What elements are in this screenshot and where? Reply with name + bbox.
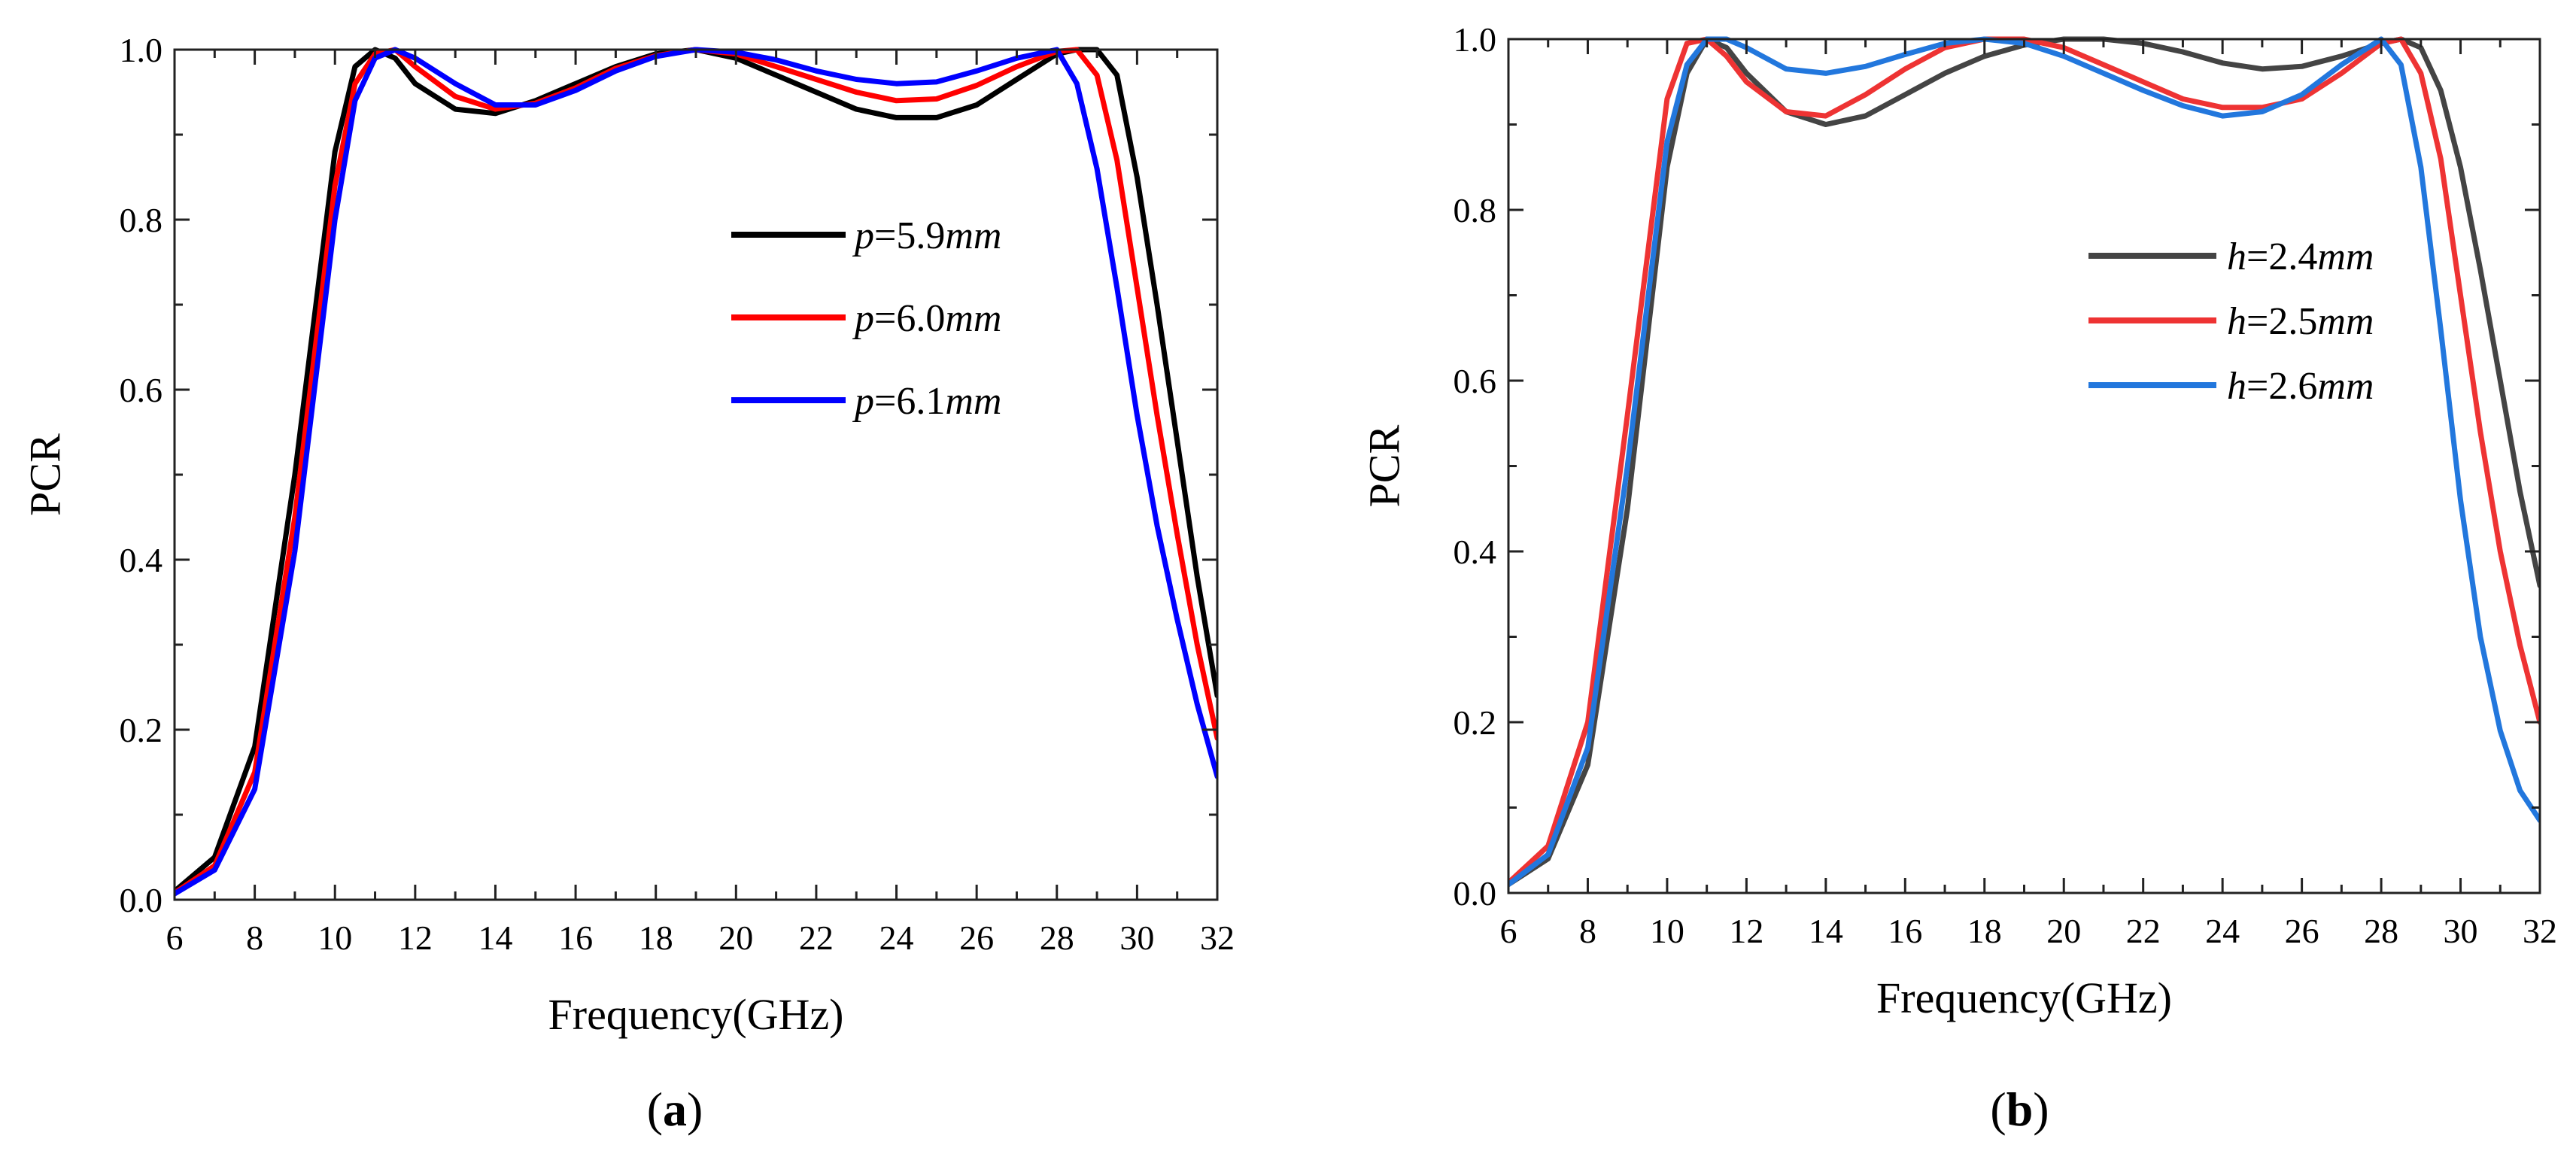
legend: p=5.9mm p=6.0mm p=6.1mm — [731, 214, 1001, 423]
x-tick-label: 32 — [1200, 919, 1235, 957]
y-tick-label: 1.0 — [120, 31, 163, 69]
y-tick-label: 0.8 — [1454, 191, 1497, 229]
y-tick-label: 0.6 — [1454, 362, 1497, 400]
y-tick-label: 0.4 — [120, 541, 163, 579]
series-line-h-26 — [1508, 36, 2540, 888]
y-tick-label: 0.0 — [1454, 874, 1497, 913]
legend-entry-label: h=2.5mm — [2227, 300, 2374, 343]
legend-entry-label: p=6.1mm — [852, 380, 1001, 423]
x-tick-label: 24 — [879, 919, 914, 957]
x-tick-label: 28 — [2364, 912, 2398, 950]
legend-entry-label: p=5.9mm — [852, 214, 1001, 257]
x-tick-label: 30 — [1119, 919, 1154, 957]
x-tick-label: 14 — [478, 919, 512, 957]
x-tick-label: 10 — [317, 919, 352, 957]
x-tick-label: 12 — [1729, 912, 1763, 950]
x-tick-label: 10 — [1650, 912, 1684, 950]
legend-entry-label: p=6.0mm — [852, 297, 1001, 340]
x-tick-label: 16 — [558, 919, 593, 957]
x-axis-label: Frequency(GHz) — [548, 990, 844, 1039]
x-tick-label: 24 — [2205, 912, 2240, 950]
y-tick-label: 0.2 — [120, 711, 163, 749]
chart-a: 6 8 10 12 14 16 18 20 22 24 26 28 30 32 0.0 0.2 0.4 0.6 0.… — [21, 31, 1235, 1136]
x-tick-label: 22 — [2126, 912, 2161, 950]
x-tick-label: 26 — [959, 919, 994, 957]
x-tick-label: 8 — [1579, 912, 1596, 950]
x-tick-label: 6 — [1500, 912, 1517, 950]
panel-label: (b) — [1990, 1083, 2049, 1136]
chart-b: 6 8 10 12 14 16 18 20 22 24 26 28 30 32 0.0 0.2 0.4 0.6 0.… — [1360, 20, 2558, 1136]
y-tick-label: 1.0 — [1454, 20, 1497, 59]
y-axis-label: PCR — [1360, 424, 1409, 507]
legend-entry-label: h=2.4mm — [2227, 235, 2374, 278]
panel-label: (a) — [647, 1083, 703, 1136]
x-tick-label: 6 — [166, 919, 184, 957]
x-tick-label: 18 — [639, 919, 673, 957]
x-axis-label: Frequency(GHz) — [1876, 973, 2172, 1022]
x-tick-label: 20 — [2046, 912, 2081, 950]
y-tick-label: 0.0 — [120, 881, 163, 919]
x-tick-label: 18 — [1967, 912, 2002, 950]
x-tick-label: 16 — [1888, 912, 1922, 950]
x-tick-label: 20 — [718, 919, 753, 957]
x-tick-label: 8 — [246, 919, 263, 957]
y-axis-label: PCR — [21, 433, 70, 516]
x-tick-label: 30 — [2444, 912, 2478, 950]
x-tick-label: 28 — [1040, 919, 1074, 957]
series-line-p-59 — [175, 47, 1217, 894]
y-tick-label: 0.6 — [120, 371, 163, 409]
x-tick-label: 32 — [2523, 912, 2557, 950]
y-tick-label: 0.4 — [1454, 533, 1497, 571]
x-tick-label: 26 — [2285, 912, 2319, 950]
y-tick-label: 0.8 — [120, 201, 163, 239]
x-tick-label: 22 — [799, 919, 834, 957]
y-tick-label: 0.2 — [1454, 703, 1497, 742]
x-tick-label: 12 — [398, 919, 433, 957]
legend-entry-label: h=2.6mm — [2227, 365, 2374, 408]
x-tick-label: 14 — [1809, 912, 1843, 950]
legend: h=2.4mm h=2.5mm h=2.6mm — [2088, 235, 2374, 408]
